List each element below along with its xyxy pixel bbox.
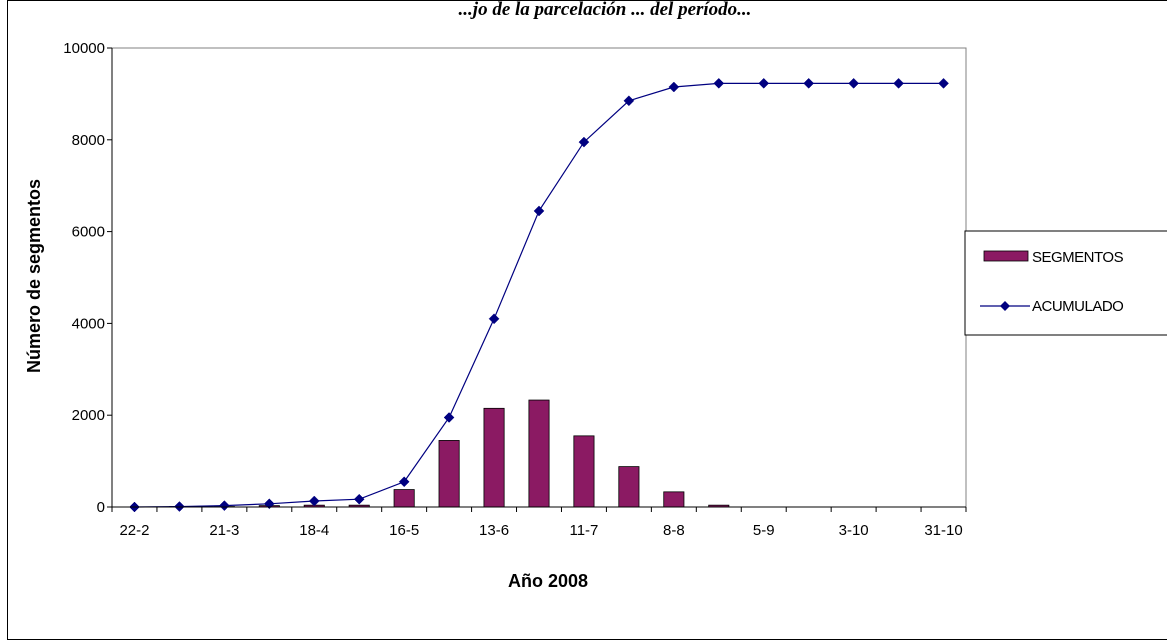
x-tick-label: 13-6 (479, 522, 509, 539)
y-axis-title: Número de segmentos (24, 179, 44, 373)
y-tick-label: 10000 (63, 40, 105, 57)
bar-13-6 (484, 408, 504, 507)
x-tick-label: 22-2 (119, 522, 149, 539)
bar-16-5 (394, 490, 414, 507)
bar-25-7 (619, 467, 639, 507)
x-tick-label: 31-10 (924, 522, 962, 539)
chart-title: ...jo de la parcelación ... del período.… (459, 0, 752, 20)
y-tick-label: 4000 (72, 315, 105, 332)
x-tick-label: 5-9 (753, 522, 775, 539)
y-tick-label: 2000 (72, 407, 105, 424)
x-tick-label: 11-7 (569, 522, 598, 539)
legend-label-acumulado: ACUMULADO (1032, 298, 1123, 315)
bar-8-8 (664, 492, 684, 507)
x-tick-label: 18-4 (299, 522, 329, 539)
bar-30-5 (439, 440, 459, 507)
legend: SEGMENTOS ACUMULADO (965, 231, 1167, 335)
x-tick-label: 3-10 (839, 522, 869, 539)
bar-11-7 (574, 436, 594, 507)
x-tick-label: 21-3 (209, 522, 239, 539)
x-axis-title: Año 2008 (508, 571, 588, 591)
legend-swatch-segmentos (984, 251, 1028, 261)
legend-box (965, 231, 1167, 335)
y-tick-label: 0 (97, 499, 105, 516)
y-tick-label: 6000 (72, 224, 105, 241)
bar-27-6 (529, 400, 549, 507)
y-tick-label: 8000 (72, 132, 105, 149)
x-tick-label: 8-8 (663, 522, 685, 539)
x-tick-label: 16-5 (389, 522, 419, 539)
legend-label-segmentos: SEGMENTOS (1032, 249, 1124, 266)
